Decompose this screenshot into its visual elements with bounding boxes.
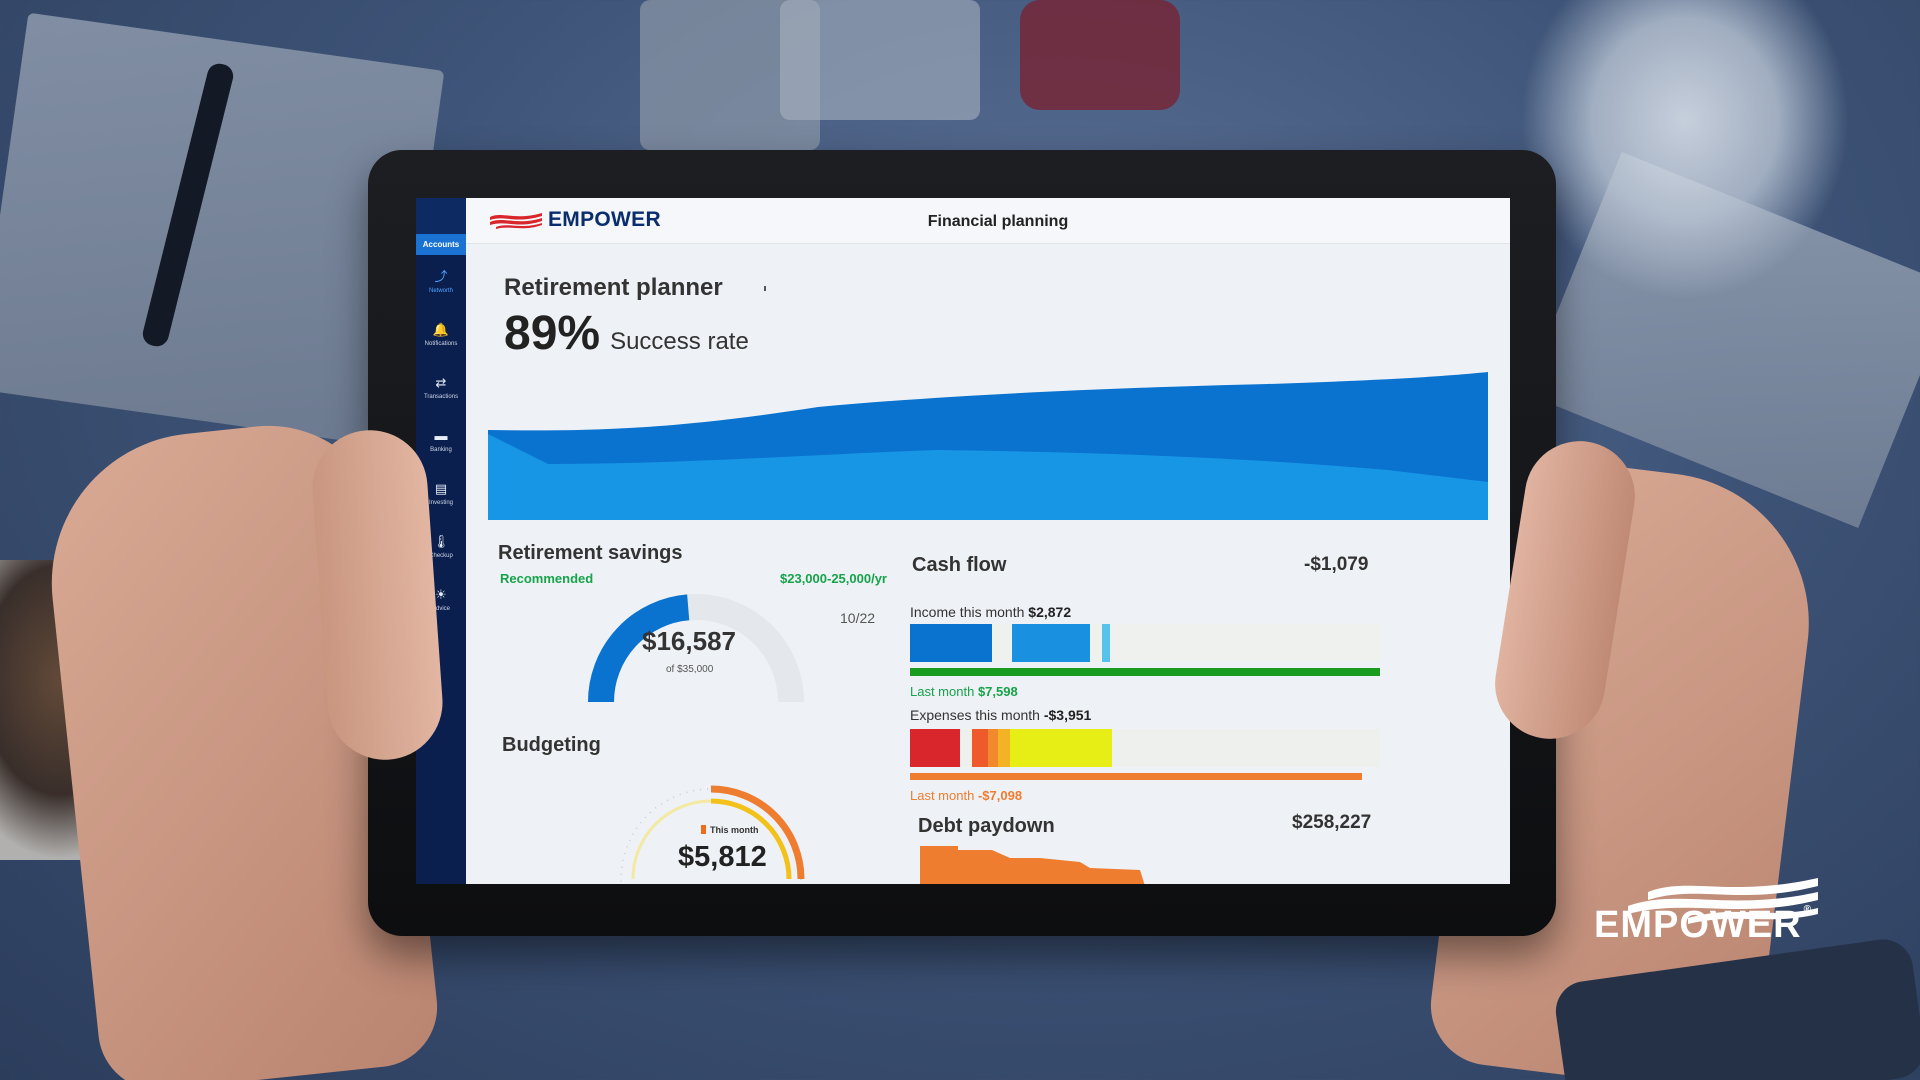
sidebar-item-label: Banking: [430, 446, 452, 453]
debt-paydown-chart[interactable]: [920, 846, 1160, 884]
expense-segment: [998, 729, 1010, 767]
sidebar-top: [416, 198, 466, 234]
cash-flow-net: -$1,079: [1304, 554, 1369, 575]
expense-segment: [988, 729, 998, 767]
cash-flow-title: Cash flow: [912, 554, 1007, 576]
empower-wave-icon: [490, 213, 542, 229]
income-label: Income this month: [910, 604, 1025, 620]
registered-mark: ®: [1803, 904, 1812, 915]
expenses-label: Expenses this month: [910, 707, 1040, 723]
savings-gauge[interactable]: [581, 562, 811, 732]
background-glass: [1520, 0, 1850, 300]
sidebar-item-label: Advice: [431, 605, 450, 612]
income-segment: [1012, 624, 1090, 662]
lightbulb-icon: ☀: [435, 586, 447, 602]
budget-ring-chart[interactable]: [616, 764, 806, 884]
success-rate-label: Success rate: [610, 328, 749, 355]
brand-name: EMPOWER: [548, 208, 661, 231]
expenses-last-value: -$7,098: [977, 788, 1023, 803]
sidebar-item-notifications[interactable]: 🔔 Notifications: [416, 308, 466, 361]
sidebar-item-label: Networth: [428, 287, 453, 294]
thermometer-icon: 🌡: [432, 533, 450, 549]
sidebar-item-transactions[interactable]: ⇄ Transactions: [416, 361, 466, 414]
corner-brand-wave-icon: [1628, 878, 1818, 924]
debt-paydown-amount: $258,227: [1292, 812, 1372, 833]
tablet-screen: Accounts ⤴ Networth 🔔 Notifications ⇄ Tr…: [416, 198, 1510, 884]
budget-this-month-label: This month: [701, 825, 759, 835]
sidebar-item-label: Investing: [428, 499, 453, 506]
budget-ring-orange: [710, 785, 805, 880]
sidebar-item-checkup[interactable]: 🌡 Checkup: [416, 520, 466, 573]
income-bar[interactable]: [910, 624, 1380, 662]
expenses-last-month: Last month -$7,098: [910, 788, 1022, 803]
success-rate-value: 89%: [504, 307, 601, 360]
expenses-value: -$3,951: [1043, 707, 1092, 723]
expenses-bar[interactable]: [910, 729, 1380, 767]
app-header: EMPOWER Financial planning: [466, 198, 1510, 244]
sidebar-item-banking[interactable]: ▬ Banking: [416, 414, 466, 467]
folder-chart-icon: ▤: [434, 480, 448, 496]
success-rate: 89% Success rate: [504, 306, 749, 361]
income-segment: [910, 624, 992, 662]
income-last-value: $7,598: [977, 684, 1018, 699]
recommended-range: $23,000-25,000/yr: [780, 571, 887, 586]
sidebar: Accounts ⤴ Networth 🔔 Notifications ⇄ Tr…: [416, 198, 466, 884]
expense-segment: [972, 729, 988, 767]
transfer-arrows-icon: ⇄: [435, 374, 447, 390]
income-last-label: Last month: [910, 684, 975, 699]
retirement-planner-title: Retirement planner: [504, 274, 723, 301]
income-segment: [1102, 624, 1110, 662]
bell-icon: 🔔: [432, 321, 450, 337]
sidebar-item-advice[interactable]: ☀ Advice: [416, 573, 466, 626]
sidebar-item-label: Notifications: [424, 340, 458, 347]
background-object: [780, 0, 980, 120]
gauge-fill: [588, 594, 690, 703]
recommended-label: Recommended: [500, 571, 594, 586]
corner-brand: EMPOWER ®: [1594, 904, 1812, 947]
text-cursor: [764, 286, 766, 291]
page-title: Financial planning: [927, 213, 1069, 230]
income-last-month: Last month $7,598: [910, 684, 1018, 699]
income-this-month: Income this month $2,872: [910, 604, 1071, 620]
budgeting-title: Budgeting: [502, 734, 601, 756]
sidebar-item-accounts[interactable]: Accounts: [416, 234, 466, 255]
empower-logo[interactable]: EMPOWER: [488, 208, 661, 232]
expense-segment: [910, 729, 960, 767]
budget-ring-inner: [631, 799, 712, 880]
retirement-projection-chart[interactable]: [488, 372, 1488, 520]
income-value: $2,872: [1028, 604, 1072, 620]
left-thumb: [308, 426, 447, 764]
wallet-icon: ▬: [434, 427, 448, 443]
income-last-month-line: [910, 668, 1380, 676]
retirement-savings-title: Retirement savings: [498, 542, 683, 564]
expense-segment: [1010, 729, 1112, 767]
expenses-this-month: Expenses this month -$3,951: [910, 707, 1091, 723]
networth-icon: ⤴: [434, 268, 448, 284]
savings-goal: of $35,000: [666, 664, 714, 675]
sidebar-item-label: Transactions: [423, 393, 459, 400]
budget-ring-yellow: [710, 798, 792, 880]
background-object: [1020, 0, 1180, 110]
sidebar-item-investing[interactable]: ▤ Investing: [416, 467, 466, 520]
debt-paydown-title: Debt paydown: [918, 815, 1055, 837]
budget-amount: $5,812: [678, 841, 767, 873]
savings-amount: $16,587: [642, 626, 736, 656]
projection-lower-area: [488, 434, 1488, 520]
expenses-last-month-line: [910, 773, 1362, 780]
corner-brand-text: EMPOWER: [1594, 904, 1802, 946]
sidebar-item-networth[interactable]: ⤴ Networth: [416, 255, 466, 308]
sidebar-item-label: Checkup: [429, 552, 453, 559]
debt-paydown-area: [920, 846, 1145, 884]
expenses-last-label: Last month: [910, 788, 975, 803]
savings-date-marker: 10/22: [840, 610, 876, 626]
dashboard-content: Retirement planner 89% Success rate Reti…: [466, 244, 1510, 884]
